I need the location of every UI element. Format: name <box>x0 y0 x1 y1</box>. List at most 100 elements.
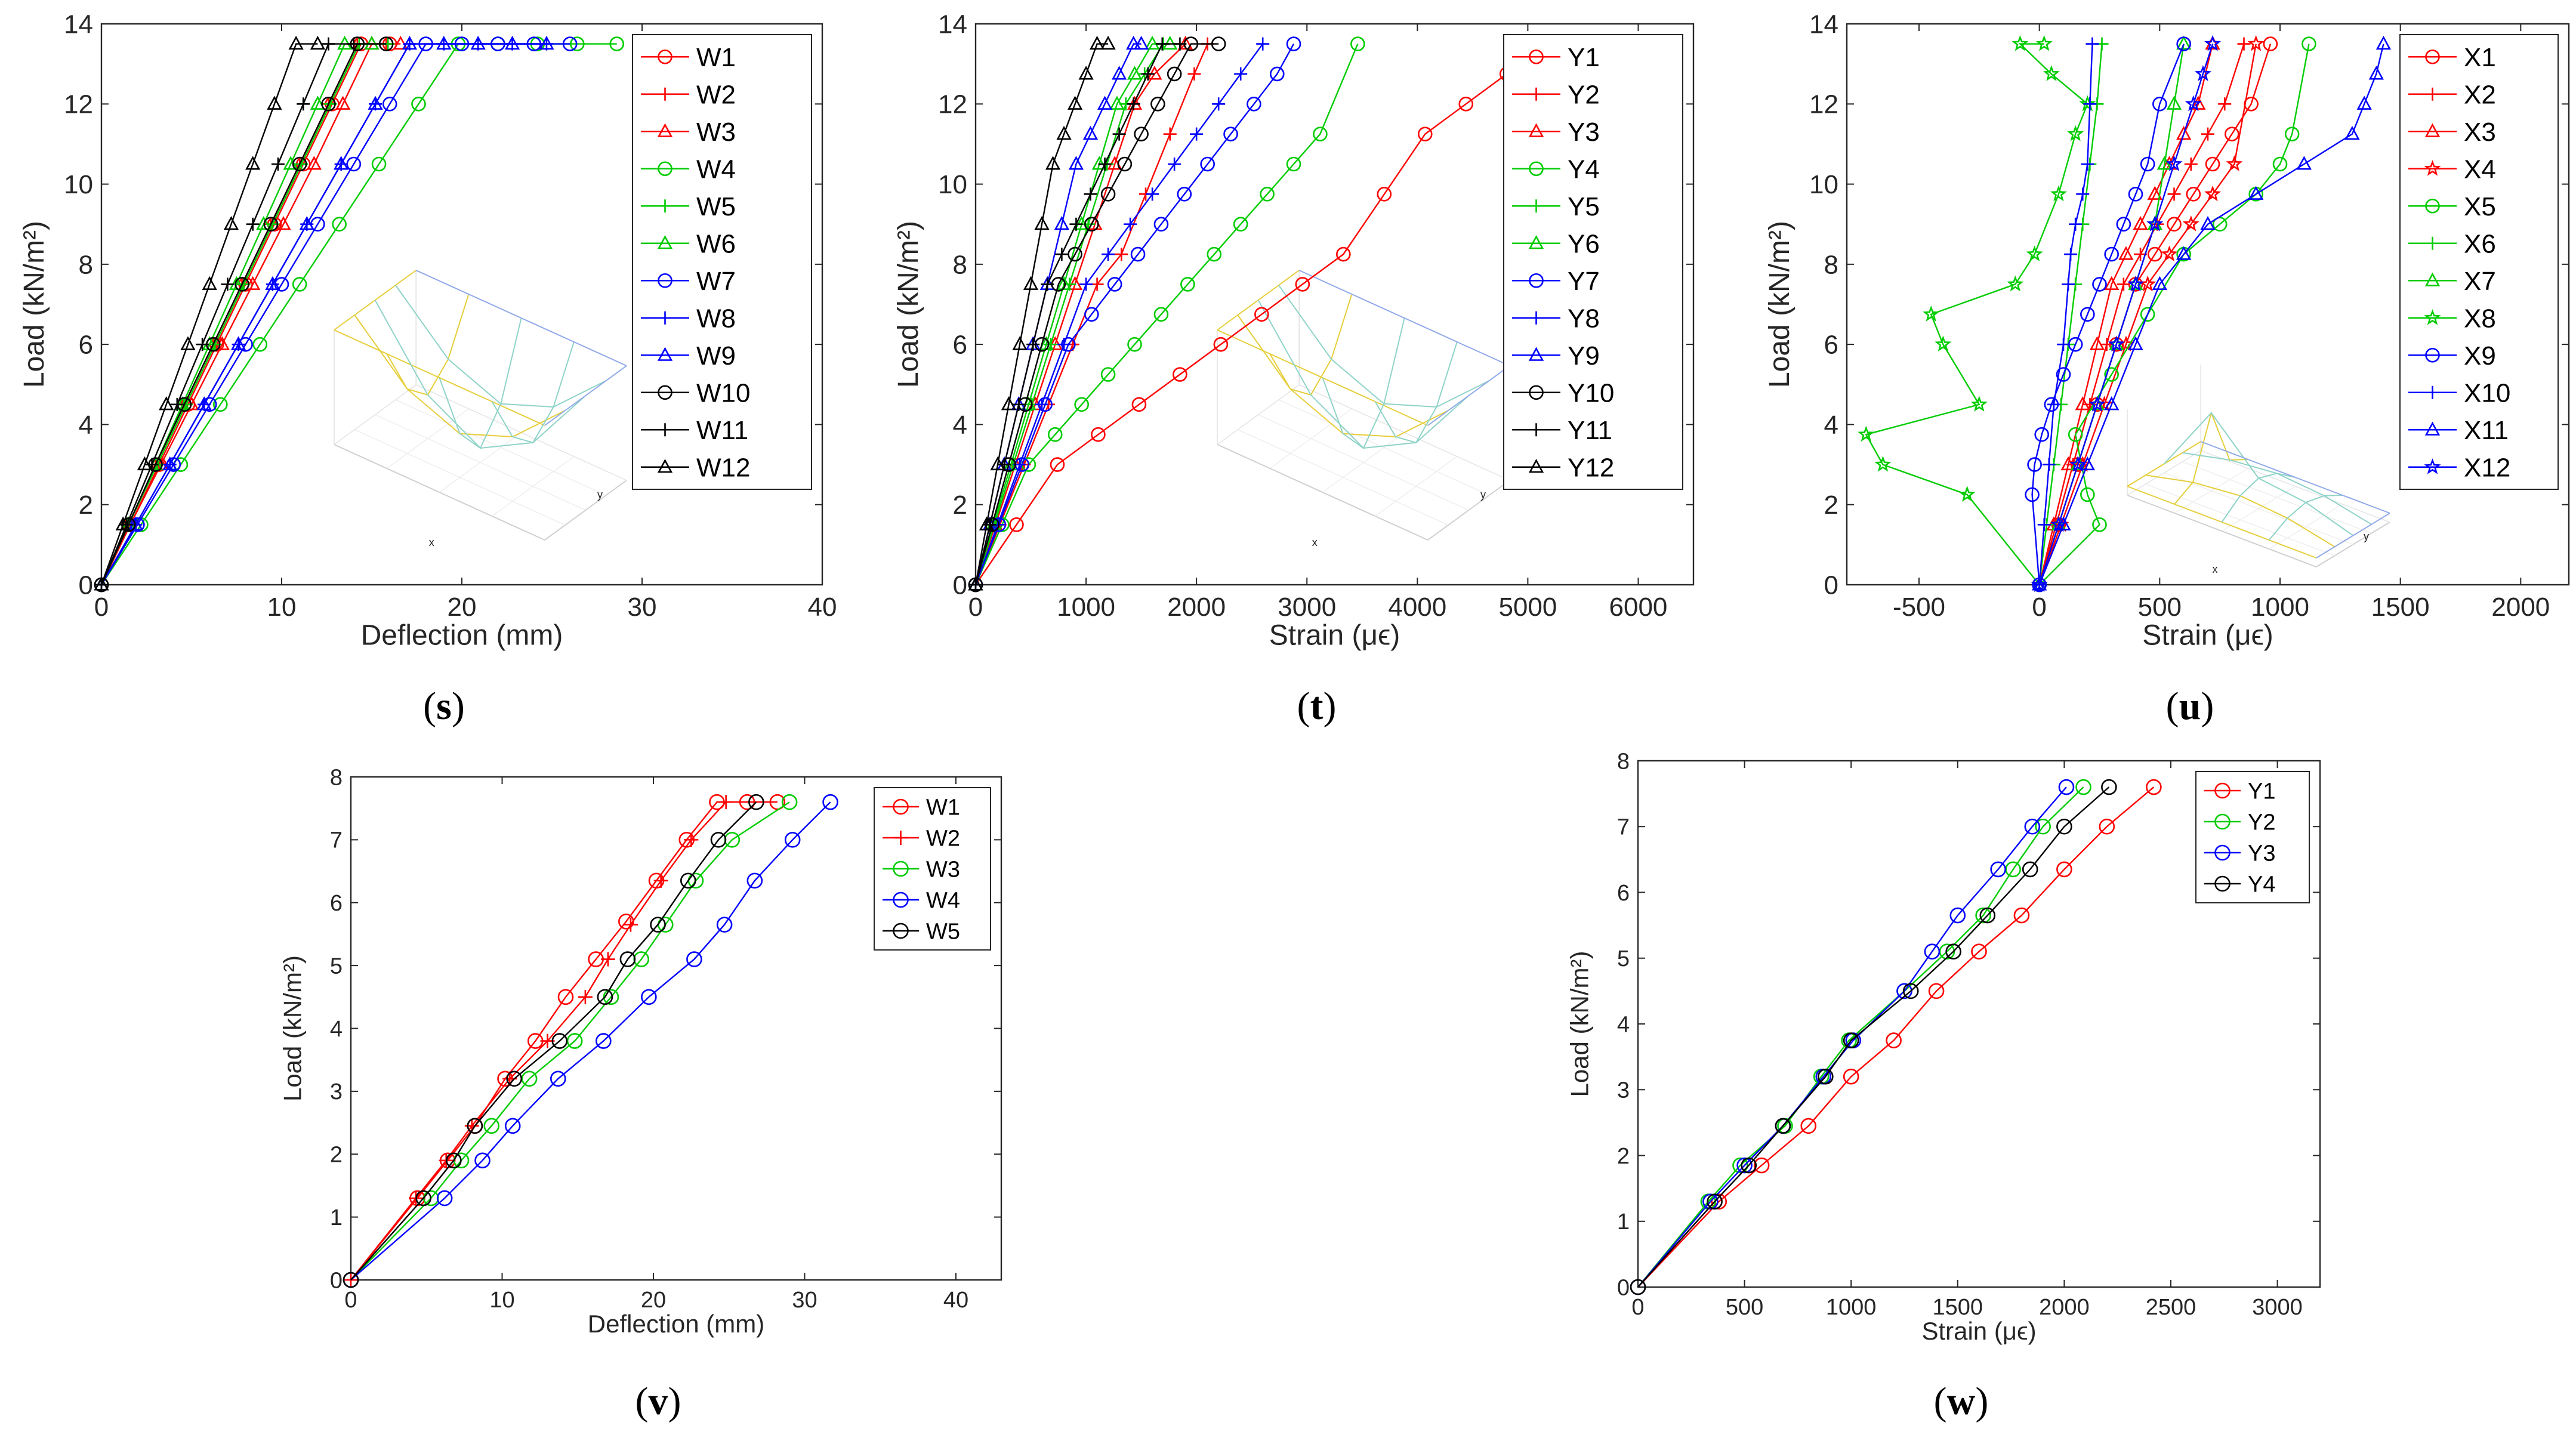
data-point-W12 <box>223 215 239 230</box>
data-point-X1 <box>2263 36 2278 51</box>
legend: Y1 Y2 Y3 Y4 Y5 Y6 Y7 Y8 Y9 Y10 Y11 Y12 <box>1503 34 1683 490</box>
panel-label-letter: v <box>649 1380 668 1423</box>
y-tick-label: 8 <box>1617 749 1630 774</box>
y-tick-label: 5 <box>330 954 343 979</box>
data-point-Y7 <box>1223 127 1238 141</box>
data-point-X9 <box>2056 367 2071 382</box>
x-tick-label: 3000 <box>2252 1295 2303 1320</box>
data-point-Y3 <box>2024 818 2041 835</box>
data-point-Y4 <box>1100 367 1116 382</box>
legend-label-X8: X8 <box>2464 304 2496 334</box>
data-point-X3 <box>2075 396 2090 411</box>
y-tick-label: 4 <box>1617 1012 1630 1037</box>
data-point-Y9 <box>1054 215 1069 230</box>
data-point-W4 <box>292 277 307 292</box>
x-axis-label: Strain (μϵ) <box>2142 619 2273 651</box>
x-axis-label: Strain (μϵ) <box>1269 619 1400 651</box>
data-point-Y6 <box>1144 35 1160 50</box>
inset-grid-line <box>492 456 575 517</box>
data-point-X11 <box>2356 95 2372 110</box>
legend-box <box>2195 771 2310 903</box>
legend-label-W6: W6 <box>696 230 736 259</box>
series-line-X10 <box>2038 44 2093 585</box>
x-tick-label: 0 <box>344 1288 357 1313</box>
series-W5 <box>343 794 764 1288</box>
panel-label-close: ) <box>1323 684 1336 728</box>
series-line-X8 <box>1865 43 2088 585</box>
data-point-Y9 <box>1082 125 1099 140</box>
data-point-X12 <box>2127 275 2145 292</box>
legend: X1 X2 X3 X4 X5 X6 X7 X8 X9 X10 X11 X12 <box>2399 34 2559 490</box>
data-point-X2 <box>2218 97 2232 111</box>
legend-label-X6: X6 <box>2464 230 2496 259</box>
data-point-Y12 <box>1089 35 1105 50</box>
data-point-Y4 <box>2101 779 2117 795</box>
data-point-W3 <box>276 215 291 230</box>
data-point-W4 <box>609 36 625 51</box>
panel-label: (w) <box>1934 1380 1989 1423</box>
y-tick-label: 7 <box>330 828 343 853</box>
y-tick-label: 6 <box>79 331 93 360</box>
data-point-X8 <box>2050 185 2067 202</box>
data-point-Y1 <box>2013 907 2030 924</box>
data-point-Y1 <box>1928 983 1945 999</box>
data-point-X5 <box>2212 217 2228 232</box>
data-point-Y12 <box>1045 156 1061 170</box>
data-point-W2 <box>718 795 733 810</box>
series-line-W9 <box>100 43 547 585</box>
series-line-X6 <box>2038 44 2103 585</box>
legend-marker-Y10 <box>1529 385 1544 400</box>
data-point-X8 <box>2067 125 2084 141</box>
legend-label-X5: X5 <box>2464 192 2496 221</box>
inset-vertical-edges <box>334 270 417 445</box>
y-tick-label: 6 <box>1617 881 1630 906</box>
data-point-X11 <box>2248 186 2264 200</box>
series-X10 <box>2032 37 2099 591</box>
panel-label-letter: w <box>1947 1380 1976 1423</box>
data-point-W4 <box>213 397 228 412</box>
data-point-Y1 <box>2099 818 2115 835</box>
panel-u: -500 0 500 1000 1500 2000 0 2 4 6 8 10 12 14 Strain (μ… <box>1764 10 2570 728</box>
legend-marker-W7 <box>658 273 672 288</box>
data-point-Y6 <box>1109 95 1125 110</box>
data-point-Y1 <box>1295 277 1310 292</box>
data-point-Y11 <box>1084 187 1097 201</box>
legend-marker-W9 <box>657 347 673 361</box>
panel-t: 0 1000 2000 3000 4000 5000 6000 0 2 4 6 8 10 12 14 Stra… <box>893 10 1695 728</box>
legend-marker-W3 <box>893 860 909 877</box>
series-line-Y8 <box>974 43 1264 585</box>
legend-label-Y4: Y4 <box>1568 155 1600 184</box>
data-point-Y1 <box>1886 1032 1902 1048</box>
data-point-Y4 <box>1180 277 1195 292</box>
legend-label-X10: X10 <box>2464 379 2510 408</box>
data-point-Y1 <box>1417 127 1433 141</box>
data-point-Y1 <box>1213 337 1229 352</box>
legend-marker-W5 <box>893 922 909 939</box>
legend-label-Y2: Y2 <box>2248 810 2275 835</box>
data-point-X12 <box>2146 215 2164 232</box>
inset-grid-line <box>375 414 586 511</box>
y-tick-label: 4 <box>79 411 93 440</box>
series-W9 <box>94 35 554 591</box>
y-tick-label: 8 <box>953 250 967 279</box>
data-point-Y11 <box>1127 97 1140 111</box>
legend-label-W5: W5 <box>696 192 736 221</box>
data-point-Y7 <box>1286 36 1301 51</box>
data-point-Y8 <box>1256 37 1270 51</box>
data-point-W3 <box>245 276 261 290</box>
data-point-W4 <box>822 794 838 810</box>
data-point-Y12 <box>1034 215 1050 230</box>
series-W2 <box>344 795 733 1287</box>
data-point-Y2 <box>1115 248 1128 261</box>
panel-label-open: ( <box>635 1380 649 1423</box>
data-point-W9 <box>436 35 452 50</box>
panel-label: (s) <box>423 684 465 728</box>
data-point-X7 <box>2147 215 2162 230</box>
data-point-X8 <box>1958 486 1976 502</box>
data-point-X10 <box>2081 158 2094 171</box>
series-line-W3 <box>100 43 401 585</box>
data-point-X7 <box>2089 396 2105 411</box>
x-tick-label: 5000 <box>1498 593 1557 622</box>
data-point-W4 <box>569 36 585 51</box>
y-tick-label: 12 <box>1809 90 1838 119</box>
